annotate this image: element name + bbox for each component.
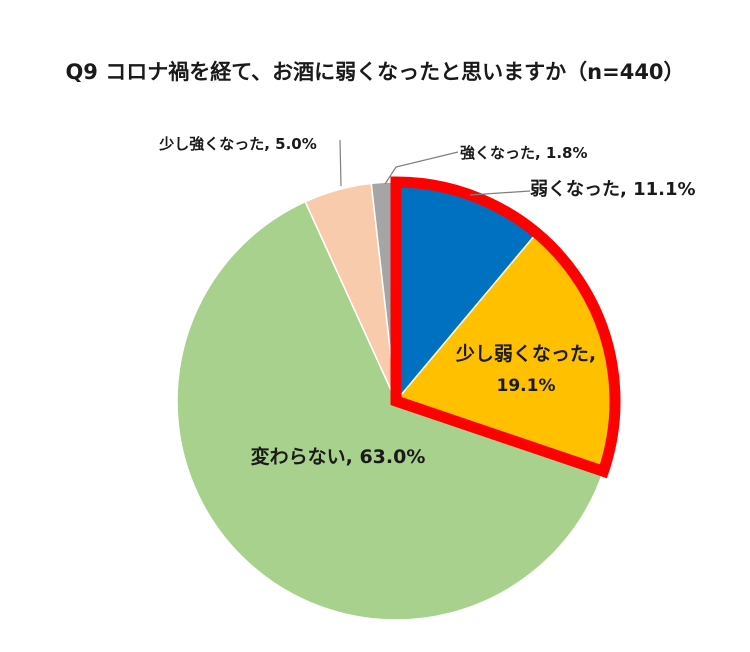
leader-line-slightly-stronger (339, 139, 342, 187)
chart-title: Q9 コロナ禍を経て、お酒に弱くなったと思いますか（n=440） (65, 60, 684, 84)
label-unchanged: 変わらない, 63.0% (251, 445, 426, 468)
label-weaker: 弱くなった, 11.1% (530, 179, 696, 200)
label-slightly-weaker-line2: 19.1% (497, 376, 556, 396)
leader-line-stronger (384, 151, 459, 185)
leader-line-weaker (469, 190, 531, 196)
pie-slice-2 (176, 200, 605, 621)
label-stronger: 強くなった, 1.8% (460, 144, 588, 162)
pie-slices (176, 176, 621, 621)
label-slightly-weaker-line1: 少し弱くなった, (455, 343, 596, 365)
label-slightly-stronger: 少し強くなった, 5.0% (158, 135, 317, 153)
highlight-outline (390, 176, 621, 479)
